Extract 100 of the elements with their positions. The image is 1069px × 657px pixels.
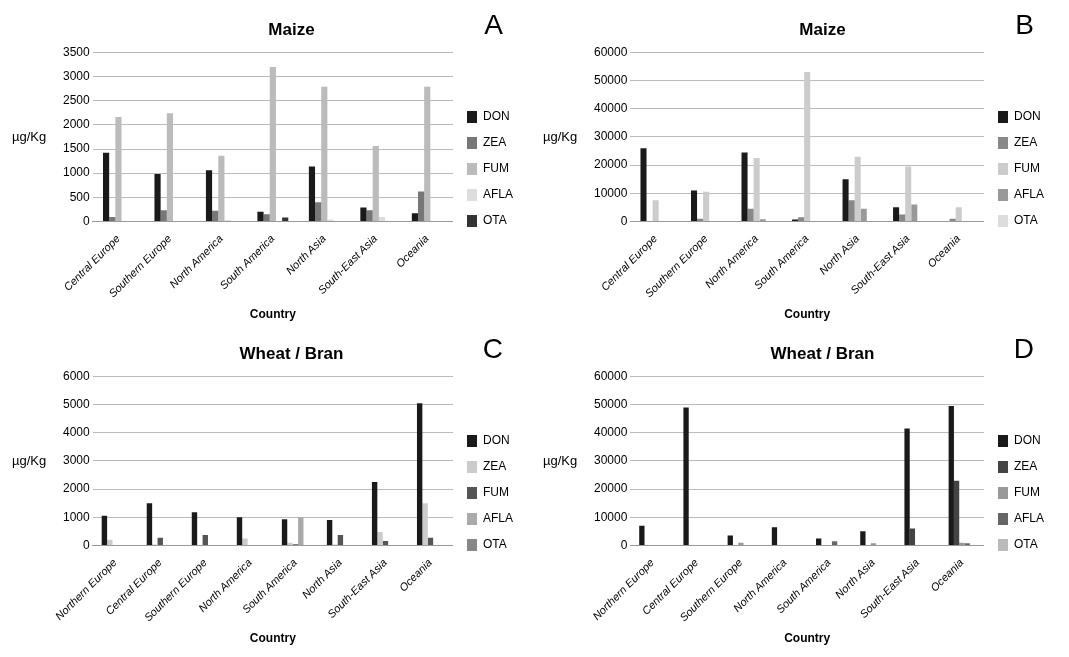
bar [160,210,167,221]
legend-label: OTA [1013,537,1038,552]
legend-label: AFLA [1013,511,1044,526]
bar [382,540,389,545]
bar [854,156,861,221]
bar [690,190,698,221]
y-tick-label: 0 [83,213,91,228]
text: C [482,332,503,364]
x-axis-title: Country [249,631,297,646]
bar [905,166,912,221]
bar [191,512,198,545]
bar [202,535,208,545]
y-tick-label: 0 [620,537,628,552]
x-axis-title: Country [784,307,831,322]
text: D [1013,332,1034,364]
y-tick-label: 1000 [62,165,91,180]
bar [377,531,383,545]
bar [640,148,647,221]
legend-label: ZEA [482,459,507,474]
y-tick-label: 2500 [62,93,91,108]
x-axis-title: Country [784,631,831,646]
text: A [484,8,504,40]
bar [102,152,110,221]
bar [909,528,916,545]
y-tick-label: 40000 [593,101,628,116]
y-tick-label: 2000 [62,117,91,132]
y-tick-label: 6000 [62,368,91,383]
legend-label: AFLA [482,187,513,202]
bar [948,405,954,545]
y-tick-label: 3500 [62,44,91,59]
legend-label: ZEA [1013,459,1038,474]
legend-label: AFLA [1013,187,1044,202]
bar [337,535,344,545]
y-tick-label: 20000 [593,157,628,172]
bar [955,207,962,221]
bar [205,170,213,221]
y-tick-label: 0 [83,537,91,552]
y-tick-label: 50000 [593,72,628,87]
bar [831,541,838,545]
bar [146,503,153,545]
y-tick-label: 3000 [62,453,91,468]
bar [366,210,373,221]
bar [109,217,116,221]
bar [771,527,778,545]
bar [281,519,288,545]
bar [417,191,425,221]
y-axis-title: µg/Kg [12,128,47,144]
bar [263,214,270,221]
bar [422,503,428,545]
bar [804,72,811,221]
bar [703,191,710,221]
text: B [1015,8,1034,40]
bar [899,214,906,221]
y-axis-title: µg/Kg [12,452,47,468]
y-axis-title: µg/Kg [543,128,578,144]
y-tick-label: 60000 [593,44,628,59]
bar [816,538,822,545]
bar [107,539,113,545]
legend-label: DON [482,433,510,448]
bar [639,525,645,545]
y-tick-label: 1000 [62,509,91,524]
legend-label: OTA [482,537,507,552]
y-tick-label: 2000 [62,481,91,496]
bar [308,166,316,221]
y-tick-label: 10000 [593,509,628,524]
y-tick-label: 10000 [593,185,628,200]
bar [427,537,434,545]
legend-label: OTA [1013,213,1038,228]
bar [747,208,754,221]
bar [242,538,248,545]
bar [741,152,748,221]
bar [157,537,163,545]
bar [798,217,805,221]
legend-label: FUM [1013,161,1040,176]
y-tick-label: 40000 [593,425,628,440]
bar [257,211,264,221]
y-axis-title: µg/Kg [543,452,578,468]
bar [727,535,733,545]
bar [378,217,386,221]
y-tick-label: 4000 [62,425,91,440]
legend-label: DON [482,109,510,124]
y-tick-label: 5000 [62,396,91,411]
bar [652,200,659,221]
chart-title: Maize [799,19,846,39]
y-tick-label: 20000 [593,481,628,496]
legend-label: FUM [482,161,509,176]
legend-label: FUM [482,485,509,500]
bar [212,210,219,221]
legend-label: DON [1013,433,1041,448]
legend-label: OTA [482,213,507,228]
y-tick-label: 0 [620,213,628,228]
bar [298,517,304,545]
legend-label: DON [1013,109,1041,124]
bar [904,428,910,545]
chart-title: Wheat / Bran [239,343,344,363]
bar [893,207,900,221]
y-tick-label: 60000 [593,368,628,383]
y-tick-label: 30000 [593,129,628,144]
chart-title: Wheat / Bran [770,343,875,363]
y-tick-label: 500 [69,189,91,204]
